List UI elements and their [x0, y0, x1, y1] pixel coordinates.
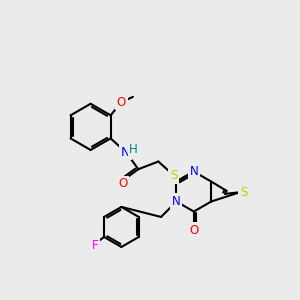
Text: O: O — [189, 224, 198, 236]
Text: N: N — [121, 146, 130, 159]
Text: O: O — [118, 177, 128, 190]
Text: S: S — [170, 169, 177, 182]
Text: N: N — [172, 195, 181, 208]
Text: H: H — [129, 143, 138, 156]
Text: S: S — [240, 186, 247, 199]
Text: O: O — [117, 96, 126, 109]
Text: F: F — [92, 239, 98, 252]
Text: N: N — [189, 165, 198, 178]
